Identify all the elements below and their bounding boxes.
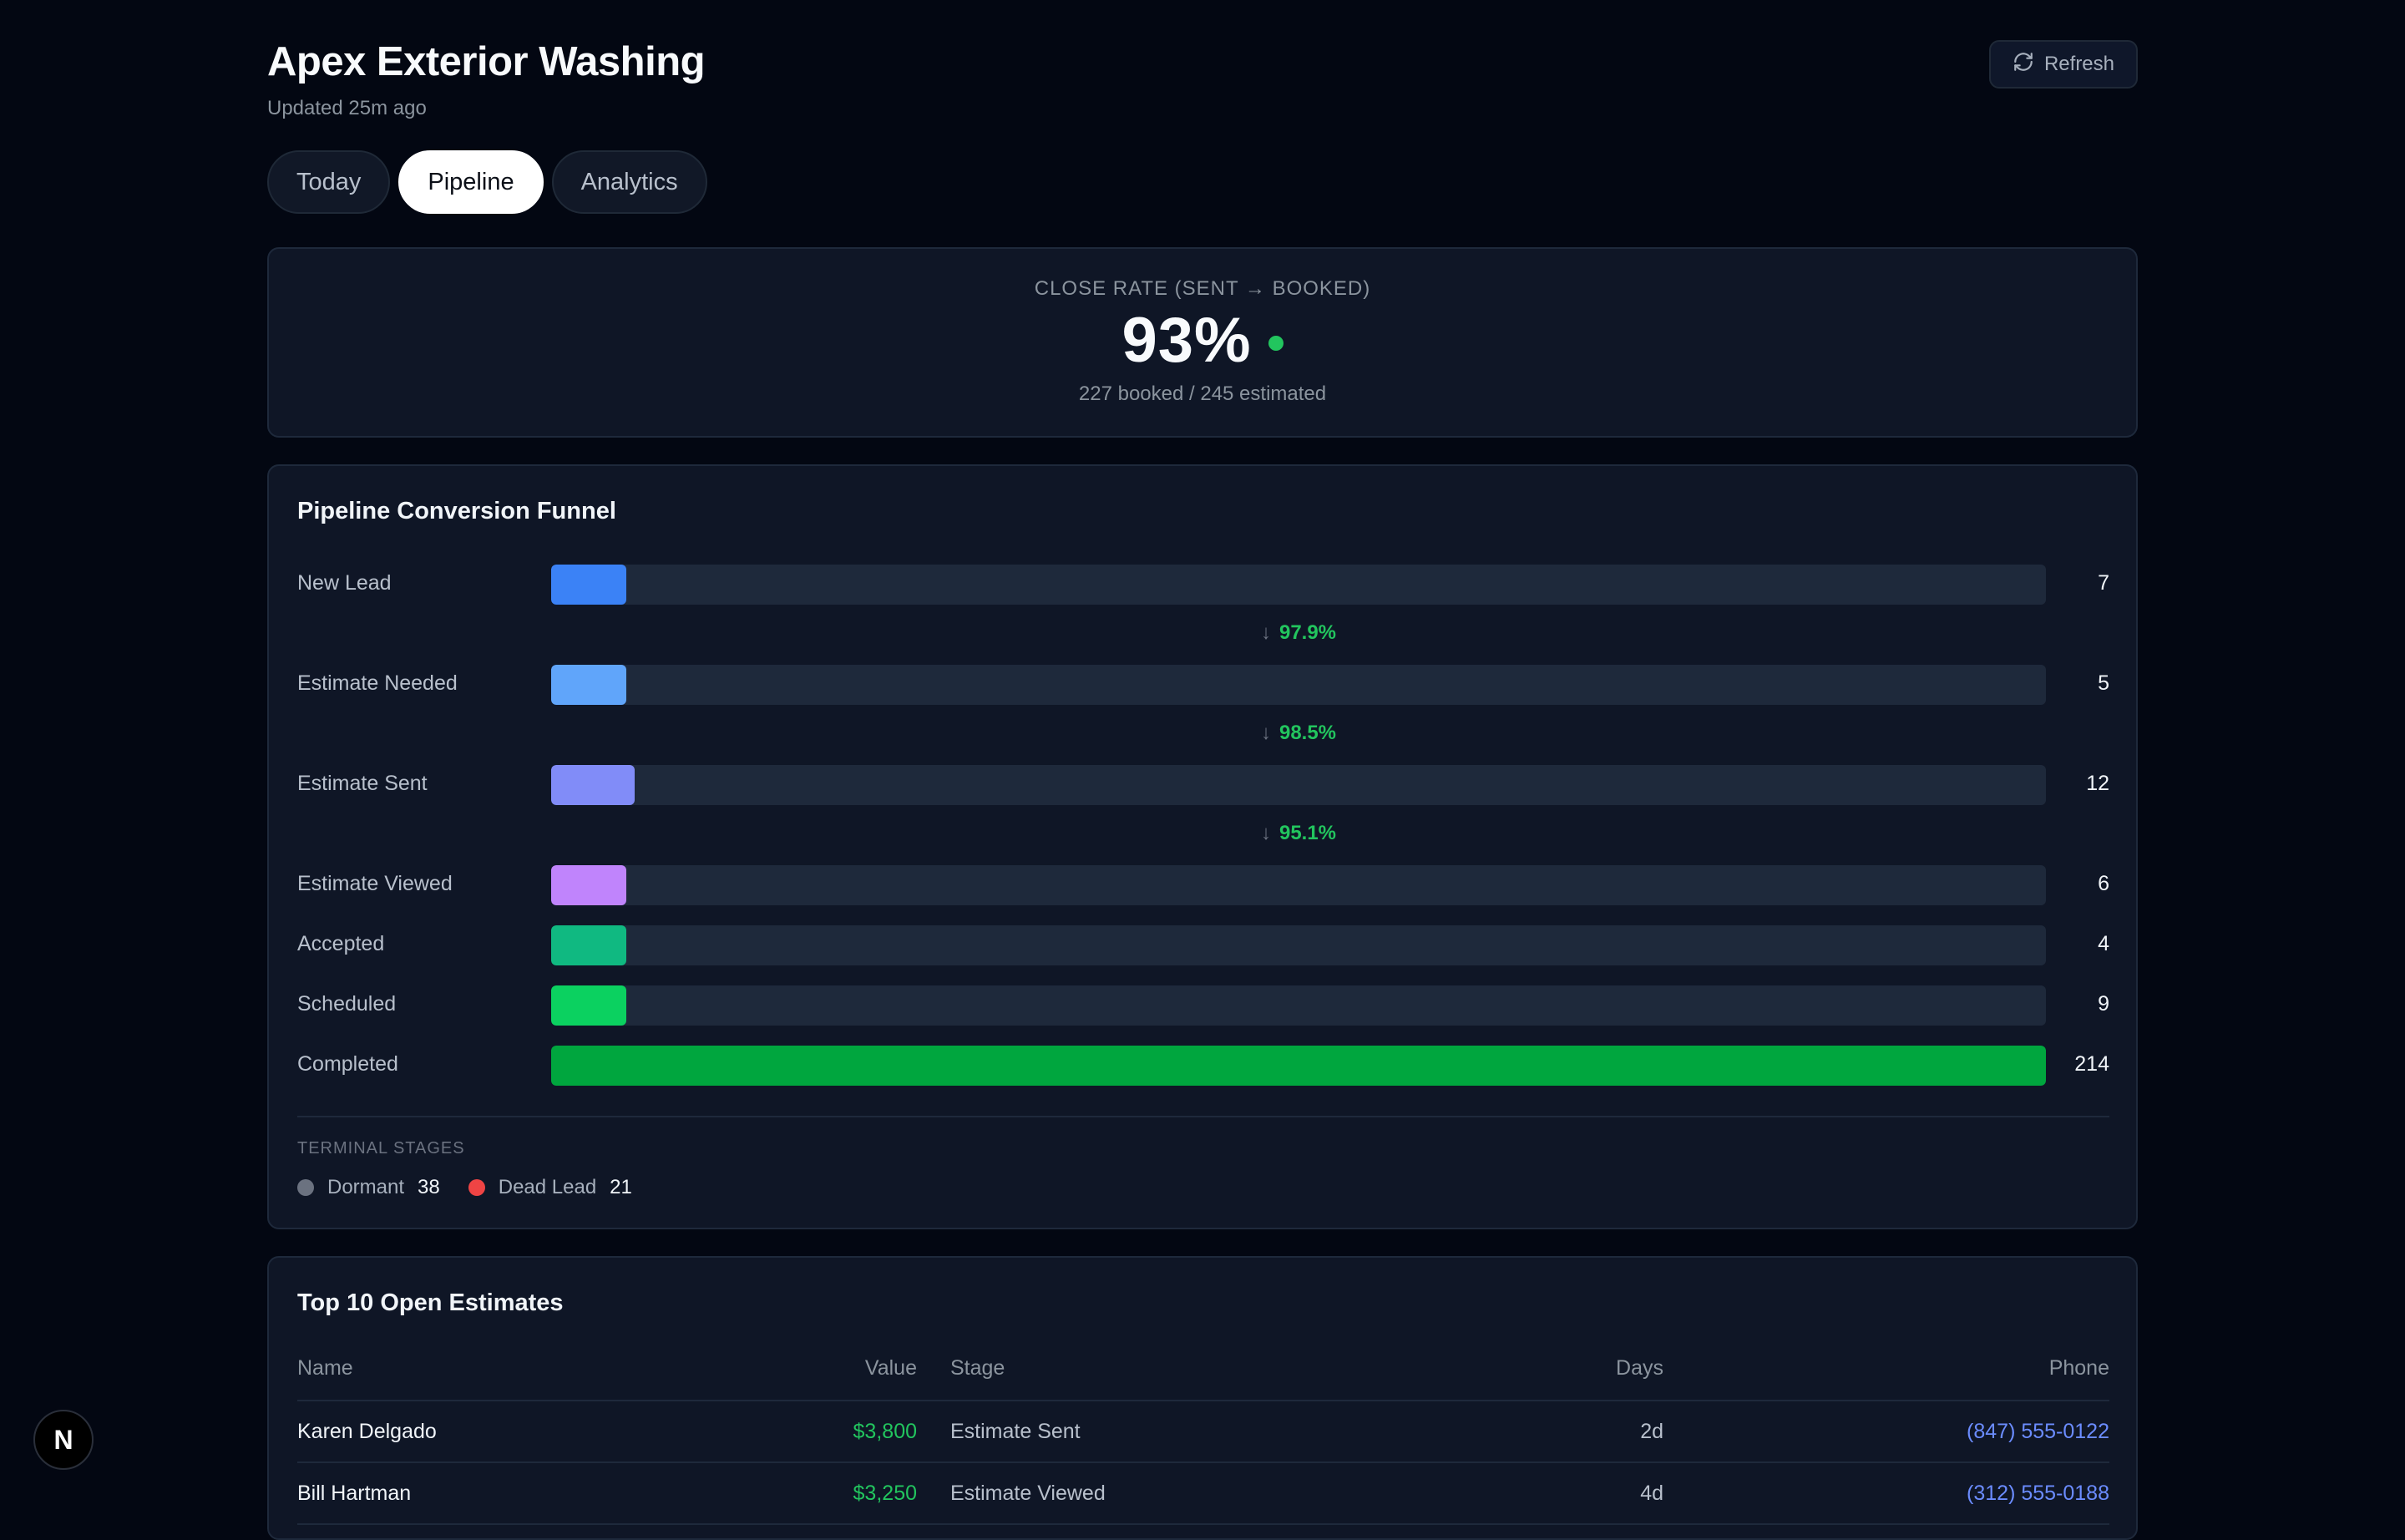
funnel-conversion-rate: ↓ 98.5% [551, 722, 2046, 745]
funnel-conversion-rate: ↓ 95.1% [551, 822, 2046, 845]
funnel-stage-count: 5 [2098, 671, 2109, 695]
funnel-stage-row: Scheduled 9 [297, 985, 2109, 1026]
tab-today[interactable]: Today [267, 150, 391, 214]
column-header-name[interactable]: Name [297, 1356, 353, 1380]
funnel-bar [551, 985, 626, 1026]
funnel-bar-track [551, 1046, 2046, 1086]
dormant-label: Dormant [327, 1176, 405, 1198]
funnel-stage-row: Estimate Needed 5 [297, 665, 2109, 705]
estimates-title: Top 10 Open Estimates [297, 1289, 564, 1316]
funnel-stage-label: Estimate Viewed [297, 872, 453, 895]
close-rate-card: CLOSE RATE (SENT → BOOKED) 93% 227 booke… [267, 247, 2138, 438]
funnel-bar-track [551, 985, 2046, 1026]
status-dot [1268, 335, 1284, 351]
estimate-phone-link[interactable]: (847) 555-0122 [1967, 1420, 2109, 1443]
funnel-stage-row: Estimate Sent 12 [297, 765, 2109, 805]
estimate-stage: Estimate Sent [950, 1420, 1081, 1443]
funnel-bar [551, 1046, 2046, 1086]
estimate-name: Bill Hartman [297, 1482, 412, 1505]
dead-lead-label: Dead Lead [498, 1176, 597, 1198]
funnel-bar [551, 665, 626, 705]
funnel-stage-count: 9 [2098, 992, 2109, 1016]
column-header-stage[interactable]: Stage [950, 1356, 1005, 1380]
close-rate-detail: 227 booked / 245 estimated [1078, 382, 1327, 405]
tab-pipeline[interactable]: Pipeline [398, 150, 544, 214]
funnel-stage-label: New Lead [297, 571, 392, 595]
funnel-stage-count: 214 [2074, 1052, 2109, 1076]
funnel-bar-track [551, 865, 2046, 905]
open-estimates-card: Top 10 Open Estimates Name Value Stage D… [267, 1256, 2138, 1540]
conversion-value: 97.9% [1278, 621, 1337, 644]
column-header-value[interactable]: Value [864, 1356, 917, 1380]
table-row[interactable]: Bill Hartman $3,250 Estimate Viewed 4d (… [297, 1463, 2109, 1525]
funnel-bar [551, 565, 626, 605]
arrow-down-icon: ↓ [1260, 621, 1271, 644]
conversion-value: 98.5% [1278, 722, 1337, 744]
funnel-stage-row: Accepted 4 [297, 925, 2109, 965]
terminal-stages-label: TERMINAL STAGES [297, 1139, 465, 1158]
funnel-stage-label: Scheduled [297, 992, 397, 1016]
header: Apex Exterior Washing Updated 25m ago Re… [267, 0, 2138, 142]
refresh-button[interactable]: Refresh [1989, 40, 2138, 89]
table-header: Name Value Stage Days Phone [297, 1341, 2109, 1401]
terminal-stages: Dormant 38 Dead Lead 21 [297, 1176, 661, 1199]
funnel-stage-label: Estimate Sent [297, 772, 428, 795]
funnel-stage-row: Completed 214 [297, 1046, 2109, 1086]
estimate-value: $3,800 [853, 1420, 917, 1443]
arrow-down-icon: ↓ [1260, 822, 1271, 844]
page-title: Apex Exterior Washing [267, 39, 706, 84]
funnel-card: Pipeline Conversion Funnel New Lead 7 Esti… [267, 464, 2138, 1229]
funnel-stage-count: 6 [2098, 872, 2109, 895]
funnel-stage-count: 12 [2086, 772, 2109, 795]
column-header-phone[interactable]: Phone [2048, 1356, 2109, 1380]
funnel-bar-track [551, 665, 2046, 705]
next-badge-button[interactable]: N [33, 1410, 94, 1470]
dormant-dot [297, 1179, 314, 1196]
dormant-count: 38 [418, 1176, 440, 1198]
estimate-stage: Estimate Viewed [950, 1482, 1106, 1505]
estimate-phone-link[interactable]: (312) 555-0188 [1967, 1482, 2109, 1505]
funnel-stage-row: New Lead 7 [297, 565, 2109, 605]
funnel-bar-track [551, 925, 2046, 965]
divider [297, 1116, 2109, 1117]
conversion-value: 95.1% [1278, 822, 1337, 844]
table-row[interactable]: Karen Delgado $3,800 Estimate Sent 2d (8… [297, 1401, 2109, 1463]
funnel-conversion-rate: ↓ 97.9% [551, 621, 2046, 645]
close-rate-label: CLOSE RATE (SENT → BOOKED) [1034, 277, 1371, 300]
estimates-table: Name Value Stage Days Phone Karen Delgad… [297, 1341, 2109, 1525]
close-rate-value: 93% [1121, 305, 1252, 376]
funnel-stage-count: 7 [2098, 571, 2109, 595]
funnel-stage-label: Estimate Needed [297, 671, 458, 695]
funnel-bar-track [551, 765, 2046, 805]
tab-analytics[interactable]: Analytics [551, 150, 707, 214]
estimate-value: $3,250 [853, 1482, 917, 1505]
refresh-icon [2013, 51, 2034, 79]
funnel-stage-count: 4 [2098, 932, 2109, 955]
funnel-title: Pipeline Conversion Funnel [297, 498, 616, 524]
refresh-label: Refresh [2043, 53, 2115, 75]
funnel-bar [551, 865, 626, 905]
tab-bar: Today Pipeline Analytics [267, 150, 707, 214]
funnel-stage-row: Estimate Viewed 6 [297, 865, 2109, 905]
dead-lead-count: 21 [610, 1176, 632, 1198]
updated-timestamp: Updated 25m ago [267, 97, 427, 119]
estimate-name: Karen Delgado [297, 1420, 437, 1443]
arrow-down-icon: ↓ [1260, 722, 1271, 744]
funnel-bar-track [551, 565, 2046, 605]
estimate-days: 4d [1640, 1482, 1663, 1505]
dashboard: Apex Exterior Washing Updated 25m ago Re… [267, 0, 2138, 1540]
funnel-stage-label: Completed [297, 1052, 398, 1076]
funnel-bar [551, 765, 635, 805]
funnel-bar [551, 925, 626, 965]
dead-lead-dot [468, 1179, 485, 1196]
column-header-days[interactable]: Days [1616, 1356, 1663, 1380]
estimate-days: 2d [1640, 1420, 1663, 1443]
funnel-stage-label: Accepted [297, 932, 385, 955]
